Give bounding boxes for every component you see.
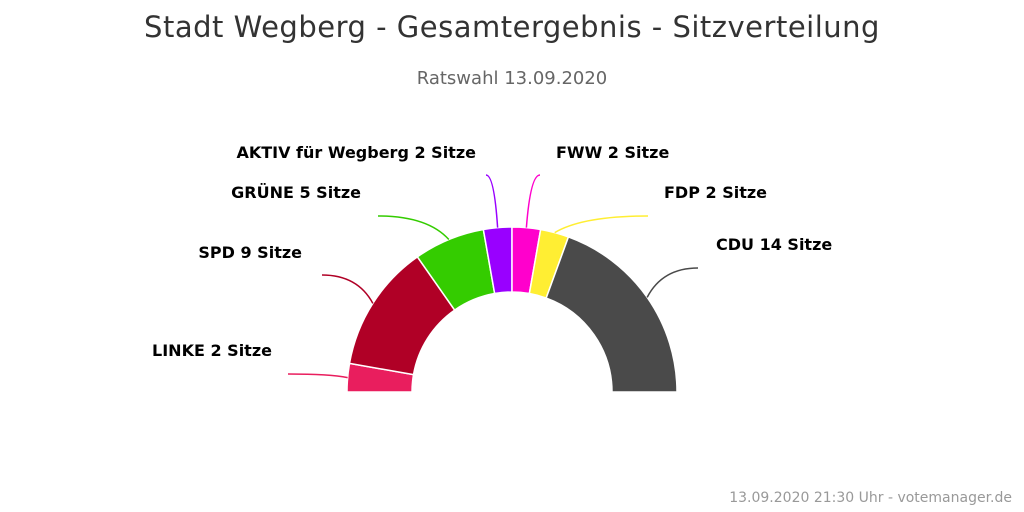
chart-labels: LINKE 2 Sitze SPD 9 Sitze GRÜNE 5 Sitze AKT… [152,143,832,360]
connector-fww [525,174,541,228]
chart-subtitle: Ratswahl 13.09.2020 [416,68,608,89]
label-aktiv-fuer-wegberg: AKTIV für Wegberg 2 Sitze [236,143,476,162]
chart-slices [346,226,678,393]
connector-linke [287,373,348,379]
label-fdp: FDP 2 Sitze [664,183,767,202]
label-linke: LINKE 2 Sitze [152,341,272,360]
connector-cdu [646,267,699,298]
label-gruene: GRÜNE 5 Sitze [231,183,361,202]
connector-fdp [554,215,649,234]
label-spd: SPD 9 Sitze [198,243,302,262]
chart-connectors [287,174,699,379]
connector-gruene [377,215,450,241]
chart-credit: 13.09.2020 21:30 Uhr - votemanager.de [729,490,1012,506]
label-cdu: CDU 14 Sitze [716,235,832,254]
connector-aktiv-fuer-wegberg [485,174,499,228]
connector-spd [321,274,374,304]
chart-title: Stadt Wegberg - Gesamtergebnis - Sitzver… [144,10,880,44]
label-fww: FWW 2 Sitze [556,143,669,162]
slice-cdu[interactable] [545,235,678,393]
